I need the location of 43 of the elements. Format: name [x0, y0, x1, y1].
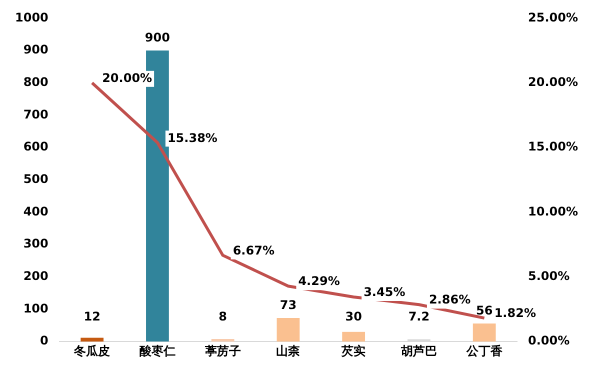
data-label: 8	[218, 310, 228, 324]
data-label: 30	[345, 310, 362, 324]
data-label: 20.00%	[102, 71, 152, 86]
y-tick-label: 400	[23, 204, 48, 218]
data-label: 900	[144, 30, 170, 45]
y-tick-label: 900	[23, 42, 48, 57]
y2-tick-label: 0.00%	[528, 334, 570, 348]
data-label: 7.2	[408, 310, 430, 324]
y-tick-label: 600	[23, 140, 48, 154]
bar	[80, 338, 104, 342]
x-tick-label: 酸枣仁	[139, 344, 176, 358]
x-tick-label: 葶苈子	[204, 344, 241, 358]
bar	[342, 332, 366, 342]
y-tick-label: 0	[40, 334, 48, 348]
data-label: 2.86%	[428, 292, 471, 307]
data-label: 4.29%	[298, 274, 340, 288]
data-label: 3.45%	[364, 285, 406, 300]
data-label: 15.38%	[167, 130, 218, 145]
x-tick-label: 冬瓜皮	[73, 344, 110, 358]
x-tick-label: 山柰	[276, 344, 300, 358]
y-tick-label: 100	[23, 301, 48, 316]
y-tick-label: 200	[23, 269, 48, 284]
data-label: 6.67%	[232, 243, 274, 258]
y-tick-label: 1000	[14, 10, 48, 24]
x-tick-label: 芡实	[340, 344, 366, 358]
bar	[472, 323, 496, 342]
bar	[276, 318, 300, 342]
data-label: 12	[84, 310, 100, 324]
y-tick-label: 300	[23, 236, 48, 251]
y2-tick-label: 15.00%	[528, 140, 578, 154]
y2-tick-label: 25.00%	[528, 10, 578, 24]
data-label: 1.82%	[494, 306, 536, 320]
data-label: 56	[476, 304, 493, 318]
x-tick-label: 公丁香	[465, 344, 504, 358]
y-tick-label: 500	[23, 172, 48, 186]
y-tick-label: 700	[23, 107, 48, 122]
y2-tick-label: 5.00%	[528, 269, 570, 284]
x-tick-label: 胡芦巴	[400, 344, 437, 358]
data-label: 73	[280, 298, 297, 312]
y2-tick-label: 10.00%	[528, 204, 578, 218]
bar	[211, 339, 234, 342]
y-tick-label: 800	[23, 75, 48, 90]
y2-tick-label: 20.00%	[528, 75, 578, 90]
